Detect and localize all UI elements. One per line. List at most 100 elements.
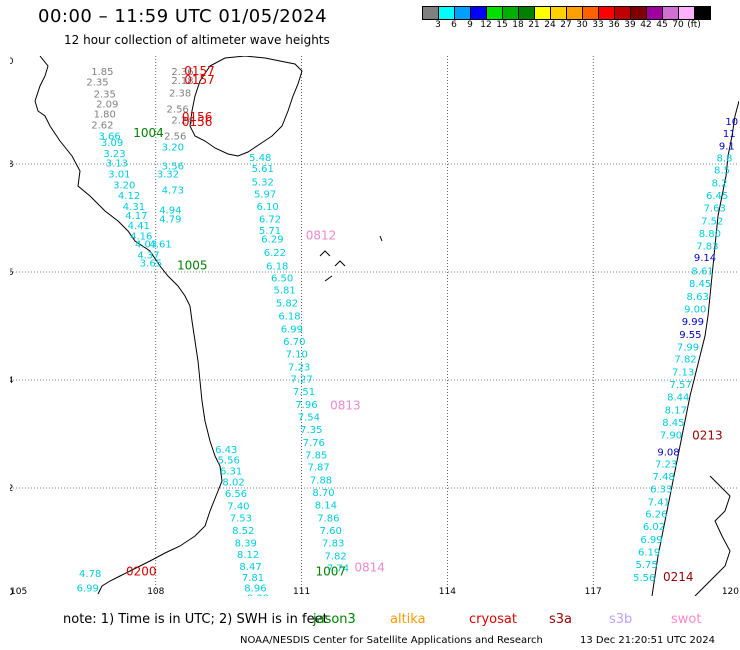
wave-height-label: 5.48 (249, 153, 271, 164)
legend-label: 45 (656, 20, 668, 30)
wave-height-label: 6.19 (638, 548, 660, 559)
wave-height-label: 8.17 (665, 405, 687, 416)
pass-id-label: 0200 (126, 564, 157, 578)
wave-height-label: 7.13 (672, 368, 694, 379)
wave-height-label: 8.14 (315, 501, 337, 512)
wave-height-label: 2.62 (91, 120, 113, 131)
lon-tick-label: 117 (585, 587, 602, 596)
lat-tick-label: 16 (10, 268, 14, 278)
legend-swatch (566, 6, 583, 20)
legend-label: 3 (435, 20, 441, 30)
wave-height-label: 2.56 (167, 105, 189, 116)
legend-label: (ft) (687, 20, 701, 30)
wave-height-label: 7.99 (677, 342, 699, 353)
satellite-label: jason3 (313, 612, 356, 627)
wave-height-label: 8.2 (712, 179, 728, 190)
wave-height-label: 9.99 (682, 317, 704, 328)
wave-height-label: 6.99 (77, 584, 99, 595)
wave-height-label: 9.00 (684, 305, 706, 316)
legend-label: 21 (528, 20, 540, 30)
satellite-label: s3a (549, 612, 573, 627)
legend-label: 9 (467, 20, 473, 30)
legend-label: 24 (544, 20, 556, 30)
wave-height-label: 7.83 (322, 538, 344, 549)
legend-swatch (646, 6, 663, 20)
wave-height-label: 7.76 (303, 438, 325, 449)
wave-height-label: 2.09 (96, 99, 118, 110)
legend-swatch (678, 6, 695, 20)
pass-id-label: 0813 (330, 399, 361, 413)
wave-height-label: 3.66 (98, 132, 120, 143)
wave-height-label: 6.43 (215, 445, 237, 456)
wave-height-label: 3.09 (101, 138, 123, 149)
wave-height-label: 4.41 (128, 221, 150, 232)
wave-height-label: 3.23 (103, 149, 125, 160)
legend-label: 30 (576, 20, 588, 30)
wave-height-label: 6.99 (281, 324, 303, 335)
wave-height-label: 4.73 (162, 186, 184, 197)
satellite-label: cryosat (469, 612, 517, 627)
lon-tick-label: 120 (722, 587, 739, 596)
lon-tick-label: 111 (293, 587, 310, 596)
wave-height-label: 2.24 (171, 116, 193, 127)
wave-height-label: 2.56 (164, 132, 186, 143)
legend-swatch (694, 6, 711, 20)
wave-height-label: 7.23 (288, 362, 310, 373)
wave-height-label: 4.12 (118, 191, 140, 202)
pass-id-label: 0213 (692, 428, 723, 442)
legend-swatch (550, 6, 567, 20)
wave-height-label: 7.51 (293, 387, 315, 398)
wave-height-map: 105108111114117120201816141210 1.852.352… (10, 56, 739, 596)
wave-height-label: 8.96 (244, 584, 266, 595)
wave-height-label: 8.5 (714, 166, 730, 177)
wave-height-label: 3.32 (157, 170, 179, 181)
legend-label: 15 (496, 20, 508, 30)
wave-height-label: 6.31 (220, 467, 242, 478)
wave-height-label: 3.20 (162, 143, 184, 154)
wave-height-label: 5.81 (273, 286, 295, 297)
wave-height-label: 6.33 (650, 484, 672, 495)
lat-tick-label: 20 (10, 57, 14, 67)
wave-height-label: 8.8 (716, 153, 732, 164)
wave-height-label: 7.96 (295, 400, 317, 411)
lat-tick-label: 14 (10, 376, 14, 386)
legend-label: 6 (451, 20, 457, 30)
wave-height-label: 9.08 (657, 448, 679, 459)
wave-height-label: 8.70 (312, 488, 334, 499)
map-title: 00:00 – 11:59 UTC 01/05/2024 (38, 6, 328, 27)
wave-height-label: 5.56 (218, 456, 240, 467)
wave-height-label: 8.52 (232, 526, 254, 537)
paracel-islands (319, 235, 383, 282)
vietnam-coastline (34, 56, 223, 595)
credits: NOAA/NESDIS Center for Satellite Applica… (240, 635, 543, 646)
legend-label: 70 (672, 20, 684, 30)
wave-height-label: 6.10 (256, 202, 278, 213)
legend-label: 18 (512, 20, 524, 30)
wave-height-label: 6.72 (259, 214, 281, 225)
wave-height-label: 5.61 (252, 164, 274, 175)
wave-height-label: 5.71 (259, 226, 281, 237)
wave-height-label: 8.47 (239, 562, 261, 573)
wave-height-label: 7.74 (327, 564, 349, 575)
wave-height-label: 4.94 (159, 206, 181, 217)
legend-swatch (662, 6, 679, 20)
legend-swatch (598, 6, 615, 20)
legend-swatch (454, 6, 471, 20)
wave-height-label: 7.60 (320, 526, 342, 537)
wave-height-label: 6.70 (283, 337, 305, 348)
wave-height-label: 4.61 (150, 240, 172, 251)
legend-label: 42 (640, 20, 652, 30)
wave-height-label: 6.22 (264, 248, 286, 259)
wave-height-label: 8.02 (222, 477, 244, 488)
lon-tick-label: 108 (147, 587, 164, 596)
legend-swatch (470, 6, 487, 20)
wave-height-label: 7.48 (653, 472, 675, 483)
wave-height-label: 4.37 (137, 251, 159, 262)
legend-swatch (582, 6, 599, 20)
legend-labels: 3 6 9 12 15 18 21 24 27 30 33 36 39 42 45 70 (ft) (422, 20, 710, 30)
wave-height-label: 9.55 (679, 330, 701, 341)
wave-height-label: 4.17 (125, 211, 147, 222)
pass-id-label: 0214 (663, 570, 694, 584)
wave-height-label: 4.16 (130, 232, 152, 243)
wave-height-label: 8.12 (237, 550, 259, 561)
